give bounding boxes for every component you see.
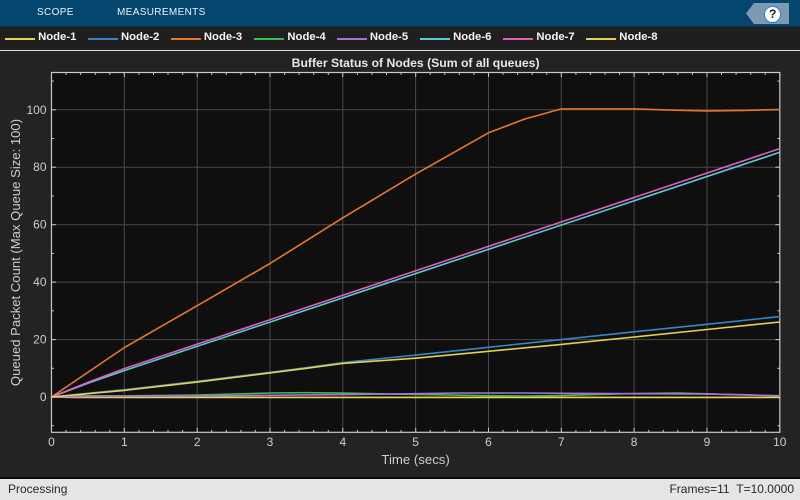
svg-text:3: 3 [267,435,274,449]
svg-text:4: 4 [339,435,346,449]
svg-text:1: 1 [121,435,128,449]
svg-text:0: 0 [40,390,47,404]
svg-text:6: 6 [485,435,492,449]
svg-text:100: 100 [26,103,46,117]
svg-text:Queued Packet Count (Max Queue: Queued Packet Count (Max Queue Size: 100… [8,119,23,386]
svg-text:9: 9 [704,435,711,449]
svg-text:20: 20 [33,333,47,347]
svg-text:2: 2 [194,435,201,449]
svg-text:5: 5 [412,435,419,449]
svg-text:0: 0 [48,435,55,449]
svg-text:80: 80 [33,160,47,174]
svg-text:60: 60 [33,218,47,232]
svg-text:Time (secs): Time (secs) [381,452,449,467]
svg-text:7: 7 [558,435,565,449]
svg-text:10: 10 [773,435,787,449]
svg-text:Buffer Status of Nodes (Sum of: Buffer Status of Nodes (Sum of all queue… [292,56,540,70]
svg-text:40: 40 [33,275,47,289]
svg-text:8: 8 [631,435,638,449]
